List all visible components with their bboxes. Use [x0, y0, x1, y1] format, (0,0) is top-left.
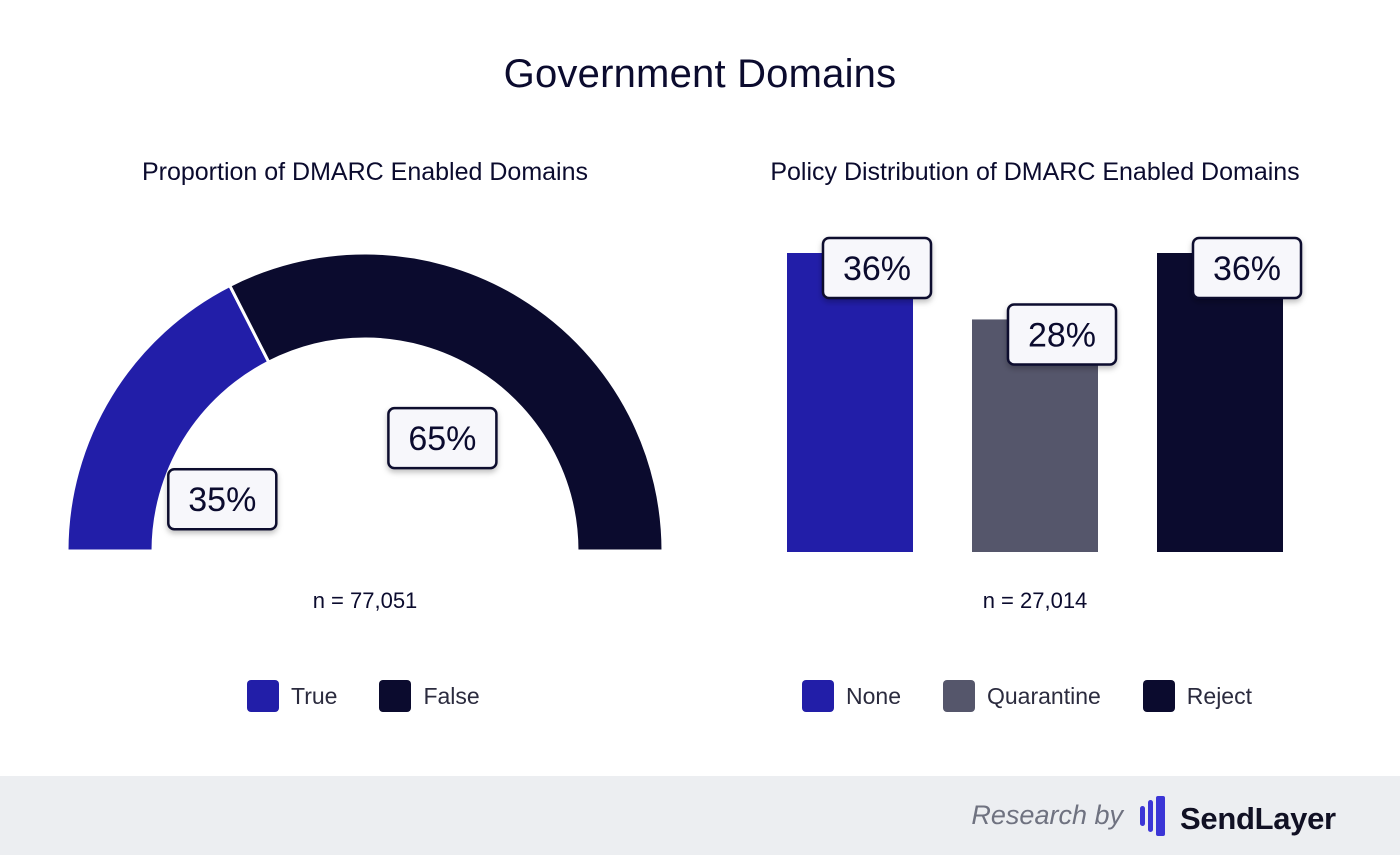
pie-chart-title: Proportion of DMARC Enabled Domains: [141, 158, 589, 186]
bar-chart-title: Policy Distribution of DMARC Enabled Dom…: [770, 158, 1300, 186]
pie-label-false: 65%: [387, 406, 498, 470]
bar-sample-size: n = 27,014: [982, 588, 1088, 613]
pie-sample-size: n = 77,051: [312, 588, 418, 613]
legend-swatch-none: [802, 680, 834, 712]
bar-none: [787, 253, 913, 552]
legend-label-none: None: [846, 682, 901, 709]
legend-label-false: False: [423, 682, 480, 709]
legend-label-reject: Reject: [1186, 682, 1252, 709]
pie-slice-false: [227, 251, 665, 553]
legend-swatch-false: [379, 680, 412, 712]
legend-label-true: True: [291, 682, 338, 709]
bar-label-none-text: 36%: [843, 250, 911, 288]
footer: Research by SendLayer: [0, 776, 1400, 855]
pie-legend: True False: [247, 680, 480, 712]
legend-item-false: False: [379, 680, 480, 712]
legend-item-reject: Reject: [1142, 680, 1252, 712]
charts-canvas: 35% 65% 36% 28% 36%: [65, 236, 1303, 553]
bar-label-quarantine: 28%: [1006, 303, 1118, 366]
sendlayer-logo-icon: [1140, 796, 1168, 841]
legend-label-quarantine: Quarantine: [986, 682, 1101, 709]
pie-label-true: 35%: [167, 467, 278, 531]
legend-item-true: True: [247, 680, 337, 712]
bar-label-reject: 36%: [1191, 236, 1303, 300]
research-by-label: Research by: [971, 800, 1123, 830]
bar-legend: None Quarantine Reject: [802, 680, 1252, 712]
bar-label-none: 36%: [821, 236, 933, 300]
bar-label-reject-text: 36%: [1213, 250, 1281, 288]
legend-item-none: None: [802, 680, 901, 712]
bar-reject: [1157, 253, 1283, 552]
legend-swatch-reject: [1142, 680, 1175, 712]
legend-swatch-true: [247, 680, 279, 712]
legend-swatch-quarantine: [942, 680, 975, 712]
pie-label-false-text: 65%: [408, 420, 476, 458]
brand[interactable]: SendLayer: [1140, 796, 1336, 841]
legend-item-quarantine: Quarantine: [942, 680, 1101, 712]
bar-label-quarantine-text: 28%: [1028, 316, 1096, 354]
page-title: Government Domains: [503, 52, 897, 96]
pie-label-true-text: 35%: [188, 481, 256, 519]
brand-name: SendLayer: [1180, 800, 1336, 836]
